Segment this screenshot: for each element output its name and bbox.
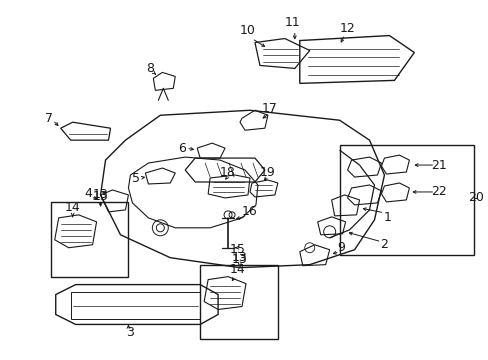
Text: 2: 2 [380, 238, 387, 251]
Text: 21: 21 [430, 158, 446, 172]
Text: 17: 17 [262, 102, 277, 115]
Text: 15: 15 [230, 243, 245, 256]
Text: 13: 13 [93, 188, 108, 202]
Text: 11: 11 [285, 16, 300, 29]
Text: 8: 8 [146, 62, 154, 75]
Text: 3: 3 [126, 326, 134, 339]
Bar [71, 292, 200, 319]
Text: 5: 5 [132, 171, 140, 185]
Text: 10: 10 [240, 24, 255, 37]
Text: 20: 20 [467, 192, 483, 204]
Text: 19: 19 [260, 166, 275, 179]
Text: 1: 1 [383, 211, 390, 224]
Text: 16: 16 [242, 205, 257, 219]
Text: 4: 4 [84, 188, 92, 201]
Text: 14: 14 [64, 201, 81, 215]
Text: 18: 18 [220, 166, 236, 179]
Text: 7: 7 [45, 112, 53, 125]
Text: 14: 14 [230, 263, 245, 276]
Text: 12: 12 [339, 22, 355, 35]
Bar [200, 265, 277, 339]
Text: 22: 22 [430, 185, 446, 198]
Bar [339, 145, 473, 255]
Text: 13: 13 [93, 190, 108, 203]
Text: 13: 13 [232, 251, 247, 264]
Bar [51, 202, 128, 276]
Text: 13: 13 [232, 253, 247, 266]
Text: 6: 6 [178, 141, 186, 155]
Text: 9: 9 [337, 241, 345, 254]
